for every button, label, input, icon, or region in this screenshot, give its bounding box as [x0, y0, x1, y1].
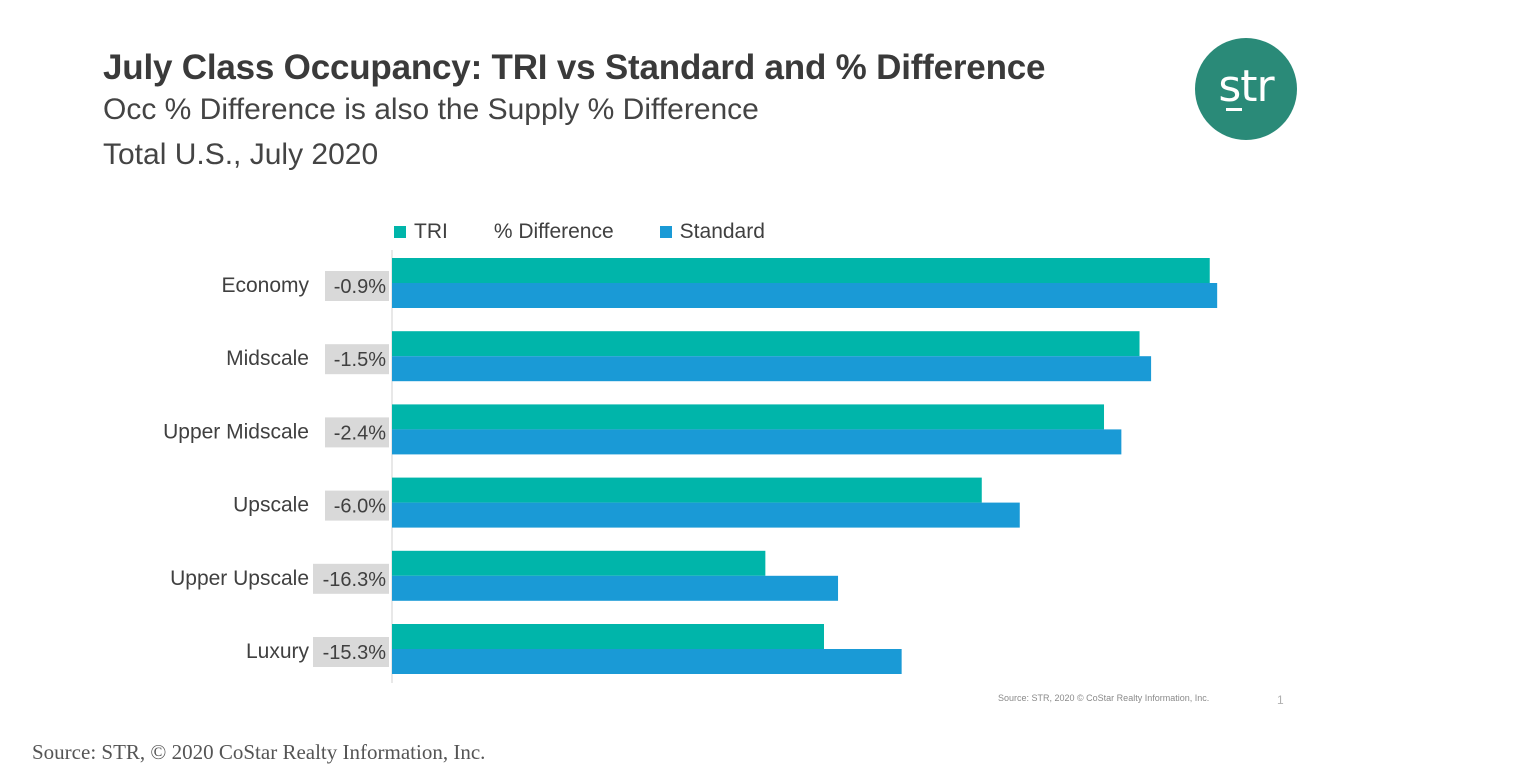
legend-label-tri: TRI: [414, 220, 448, 243]
bar-standard-5: [392, 649, 902, 674]
chart-subtitle-date: Total U.S., July 2020: [103, 138, 379, 171]
difference-label-box-3: [325, 490, 389, 521]
difference-label-0: -0.9%: [334, 276, 386, 298]
legend-item-standard: Standard: [659, 220, 765, 244]
difference-label-box-4: [313, 563, 389, 594]
legend-item-difference: % Difference: [494, 220, 614, 244]
slide-footnote: Source: STR, 2020 © CoStar Realty Inform…: [998, 693, 1210, 703]
str-logo-text: str: [1218, 60, 1274, 112]
difference-label-3: -6.0%: [334, 496, 386, 518]
bar-standard-4: [392, 575, 839, 601]
chart-legend: TRI % Difference Standard: [394, 220, 765, 244]
chart-title: July Class Occupancy: TRI vs Standard an…: [103, 48, 1046, 87]
difference-label-2: -2.4%: [334, 422, 386, 444]
bar-tri-4: [392, 550, 766, 576]
bar-standard-2: [392, 429, 1122, 455]
bar-standard-0: [392, 283, 1218, 308]
str-logo-underline: [1226, 108, 1242, 111]
legend-swatch-standard: [659, 226, 672, 238]
bar-tri-3: [392, 477, 982, 503]
difference-label-box-1: [325, 344, 389, 375]
difference-label-4: -16.3%: [323, 569, 387, 591]
legend-swatch-tri: [394, 226, 406, 238]
category-label-5: Luxury: [246, 640, 310, 663]
bar-tri-0: [392, 258, 1210, 283]
chart-subtitle: Occ % Difference is also the Supply % Di…: [103, 93, 759, 126]
bar-standard-1: [392, 356, 1152, 382]
legend-item-tri: TRI: [394, 220, 448, 244]
str-logo: str: [1195, 38, 1297, 140]
image-source-caption: Source: STR, © 2020 CoStar Realty Inform…: [32, 740, 486, 764]
bar-tri-2: [392, 404, 1105, 430]
difference-label-5: -15.3%: [323, 642, 387, 664]
difference-label-1: -1.5%: [334, 349, 386, 371]
legend-label-difference: % Difference: [493, 220, 614, 243]
category-label-4: Upper Upscale: [170, 567, 309, 590]
page-number: 1: [1277, 693, 1284, 707]
category-label-2: Upper Midscale: [163, 420, 309, 443]
difference-label-box-2: [325, 417, 389, 448]
difference-label-box-0: [325, 271, 389, 301]
bar-tri-1: [392, 331, 1140, 357]
difference-label-box-5: [313, 637, 389, 667]
bar-standard-3: [392, 502, 1020, 528]
legend-label-standard: Standard: [679, 220, 765, 243]
category-label-0: Economy: [221, 274, 309, 297]
category-label-1: Midscale: [226, 347, 309, 370]
category-label-3: Upscale: [233, 494, 309, 517]
bar-tri-5: [392, 624, 824, 649]
